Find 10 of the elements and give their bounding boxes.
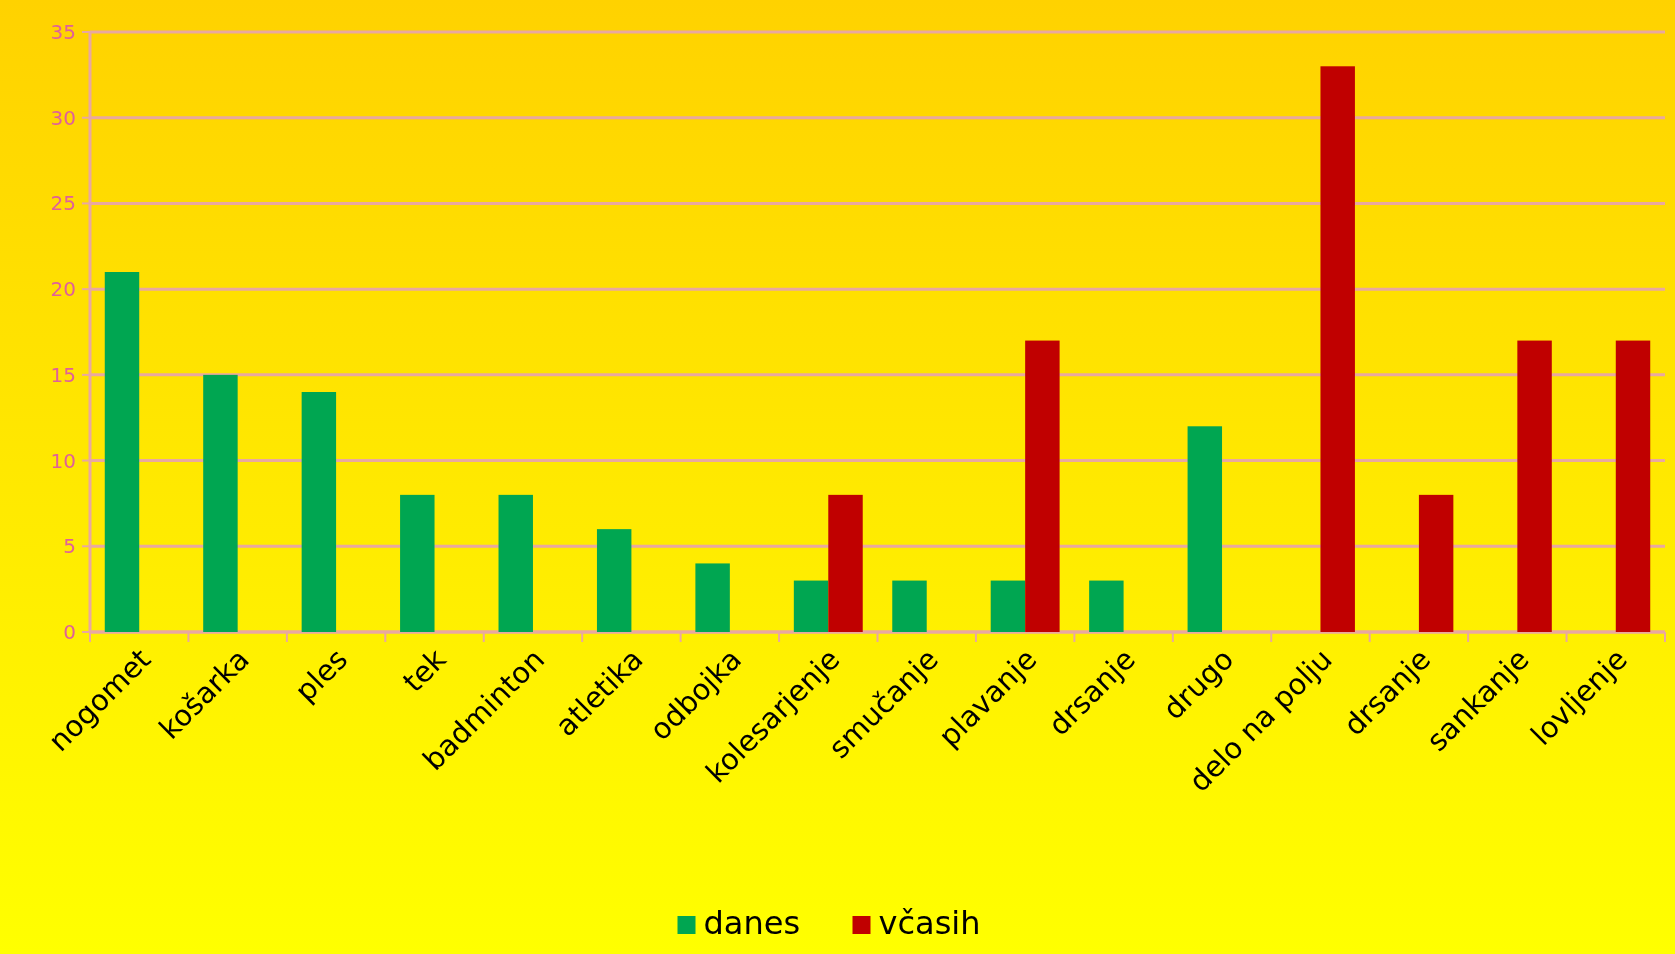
y-tick-label: 30 bbox=[50, 105, 76, 130]
y-tick-label: 25 bbox=[50, 191, 76, 216]
y-tick-label: 0 bbox=[63, 620, 76, 644]
y-tick-label: 35 bbox=[50, 20, 76, 44]
legend-label: včasih bbox=[878, 904, 981, 942]
y-tick-label: 20 bbox=[50, 277, 76, 302]
y-tick-label: 10 bbox=[50, 448, 76, 473]
y-tick-label: 15 bbox=[50, 362, 76, 387]
legend-label: danes bbox=[703, 904, 801, 942]
y-tick-label: 5 bbox=[63, 534, 76, 559]
